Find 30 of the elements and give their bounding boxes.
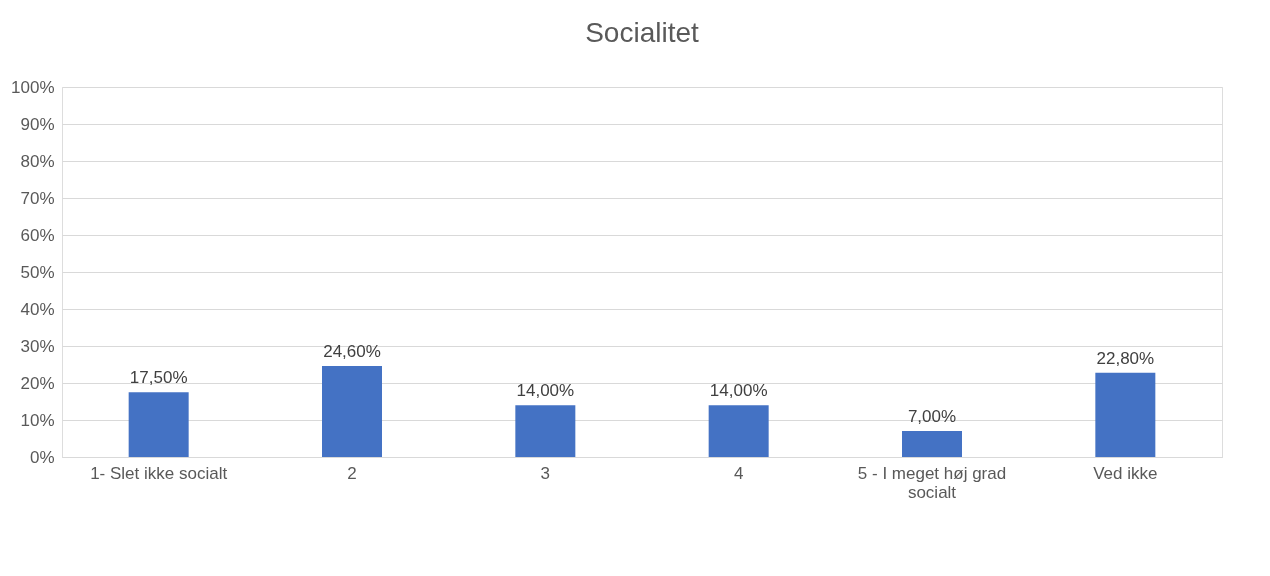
data-label: 17,50%	[129, 368, 188, 388]
y-tick-label: 20%	[20, 373, 55, 393]
bar	[708, 405, 769, 457]
x-tick-label: 4	[733, 463, 744, 483]
data-label: 22,80%	[1096, 348, 1155, 368]
y-tick-label: 50%	[20, 262, 55, 282]
bar	[902, 431, 962, 457]
bar	[1095, 372, 1156, 457]
data-label: 14,00%	[516, 381, 575, 401]
data-label: 14,00%	[709, 381, 768, 401]
y-tick-label: 30%	[20, 336, 55, 356]
bar	[515, 405, 576, 457]
y-tick-label: 40%	[20, 299, 55, 319]
x-tick-label: Ved ikke	[1093, 463, 1158, 483]
y-tick-label: 0%	[29, 447, 55, 467]
y-tick-label: 10%	[20, 410, 55, 430]
y-tick-label: 90%	[20, 114, 55, 134]
chart-title: Socialitet	[585, 17, 700, 48]
x-tick-label: 1- Slet ikke socialt	[90, 463, 228, 483]
bar	[322, 365, 382, 457]
x-tick-label: 2	[347, 463, 357, 483]
x-tick-label: 3	[540, 463, 551, 483]
y-tick-label: 100%	[11, 77, 55, 97]
y-tick-label: 60%	[20, 225, 55, 245]
data-label: 24,60%	[323, 341, 381, 361]
data-label: 7,00%	[907, 407, 957, 427]
y-tick-label: 70%	[20, 188, 55, 208]
x-tick-label: 5 - I meget høj grad socialt	[857, 463, 1007, 502]
y-tick-label: 80%	[20, 151, 55, 171]
bar	[128, 392, 189, 457]
